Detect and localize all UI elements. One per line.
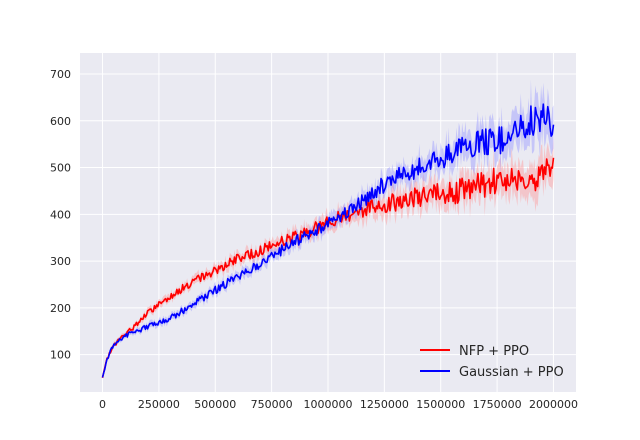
y-tick-label: 400 xyxy=(50,208,71,221)
y-tick-label: 700 xyxy=(50,68,71,81)
y-axis-ticks: 100 200 300 400 500 600 700 xyxy=(50,68,71,362)
band-gaussian-ppo xyxy=(102,79,554,379)
y-tick-label: 300 xyxy=(50,255,71,268)
x-tick-label: 250000 xyxy=(138,398,180,411)
x-tick-label: 750000 xyxy=(251,398,293,411)
x-tick-label: 1000000 xyxy=(304,398,353,411)
legend: NFP + PPO Gaussian + PPO xyxy=(420,344,564,380)
grid xyxy=(80,53,576,392)
x-tick-label: 1500000 xyxy=(416,398,465,411)
x-axis-ticks: 0 250000 500000 750000 1000000 1250000 1500000… xyxy=(99,398,578,411)
legend-label: NFP + PPO xyxy=(459,344,529,359)
x-tick-label: 1750000 xyxy=(473,398,522,411)
y-tick-label: 500 xyxy=(50,162,71,175)
y-tick-label: 200 xyxy=(50,302,71,315)
x-tick-label: 2000000 xyxy=(529,398,578,411)
x-tick-label: 1250000 xyxy=(360,398,409,411)
x-tick-label: 0 xyxy=(99,398,106,411)
legend-label: Gaussian + PPO xyxy=(459,365,564,380)
series-lines xyxy=(101,103,555,378)
x-tick-label: 500000 xyxy=(194,398,236,411)
y-tick-label: 100 xyxy=(50,349,71,362)
line-gaussian-ppo xyxy=(101,103,555,378)
y-tick-label: 600 xyxy=(50,115,71,128)
